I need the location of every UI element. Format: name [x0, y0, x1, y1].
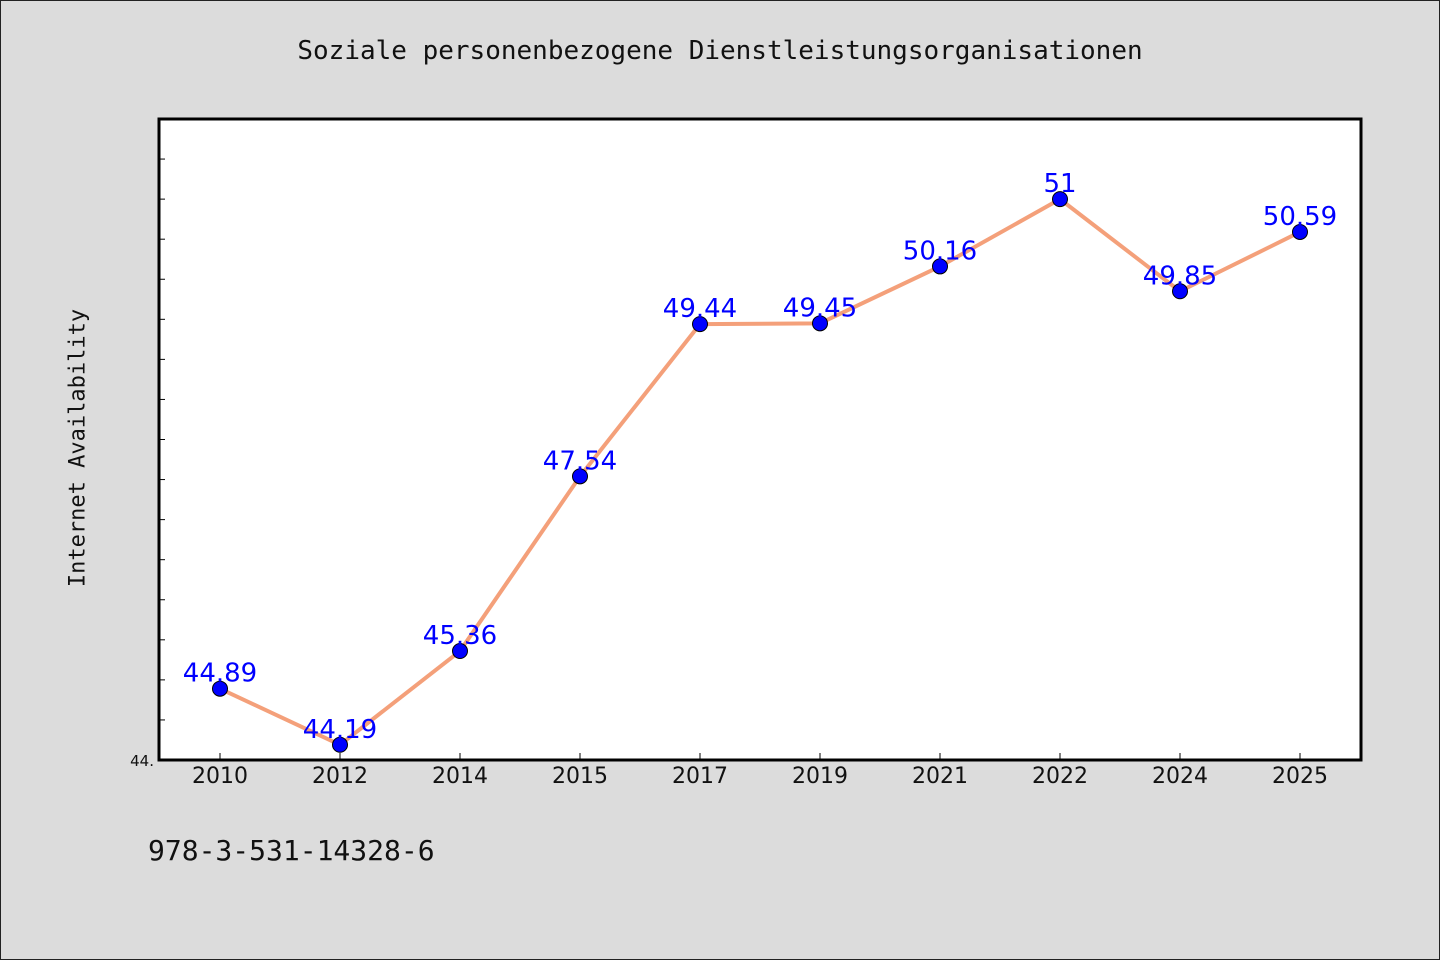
x-tick-label: 2024 [1152, 764, 1208, 789]
data-label: 44.19 [303, 715, 377, 745]
data-point [1172, 283, 1188, 300]
data-point [692, 316, 708, 333]
y-tick-label: 44. [130, 752, 154, 770]
data-label: 49.44 [663, 294, 737, 324]
x-tick-label: 2022 [1032, 764, 1088, 789]
x-tick-label: 2019 [792, 764, 848, 789]
data-point [812, 315, 828, 332]
x-tick-label: 2012 [312, 764, 368, 789]
plot-border [157, 117, 1363, 762]
data-label: 50.16 [903, 236, 977, 266]
data-point [452, 643, 468, 660]
series-line [218, 197, 1302, 747]
data-label: 49.85 [1143, 261, 1217, 291]
data-labels: 44.89 44.19 45.36 47.54 49.44 49.45 50.16 51 49.… [183, 169, 1337, 745]
x-tick-label: 2010 [192, 764, 248, 789]
x-tick-label: 2025 [1272, 764, 1328, 789]
data-label: 44.89 [183, 659, 257, 689]
x-tick-label: 2021 [912, 764, 968, 789]
data-label: 45.36 [423, 621, 497, 651]
data-point [332, 736, 348, 753]
data-point [1052, 191, 1068, 208]
data-point [212, 680, 228, 697]
plot-area [159, 119, 1361, 760]
x-tick-label: 2014 [432, 764, 488, 789]
data-markers [212, 191, 1308, 753]
data-label: 50.59 [1263, 202, 1337, 232]
data-point [572, 468, 588, 485]
x-axis-ticks: 2010 2012 2014 2015 2017 2019 2021 2022 2024 2025 [192, 753, 1328, 789]
x-tick-label: 2017 [672, 764, 728, 789]
isbn-footer: 978-3-531-14328-6 [148, 834, 435, 867]
data-point [1292, 223, 1308, 240]
data-label: 51 [1043, 169, 1076, 199]
x-tick-label: 2015 [552, 764, 608, 789]
chart-title: Soziale personenbezogene Dienstleistungs… [297, 36, 1143, 66]
data-point [932, 258, 948, 275]
data-label: 49.45 [783, 293, 857, 323]
data-label: 47.54 [543, 446, 617, 476]
